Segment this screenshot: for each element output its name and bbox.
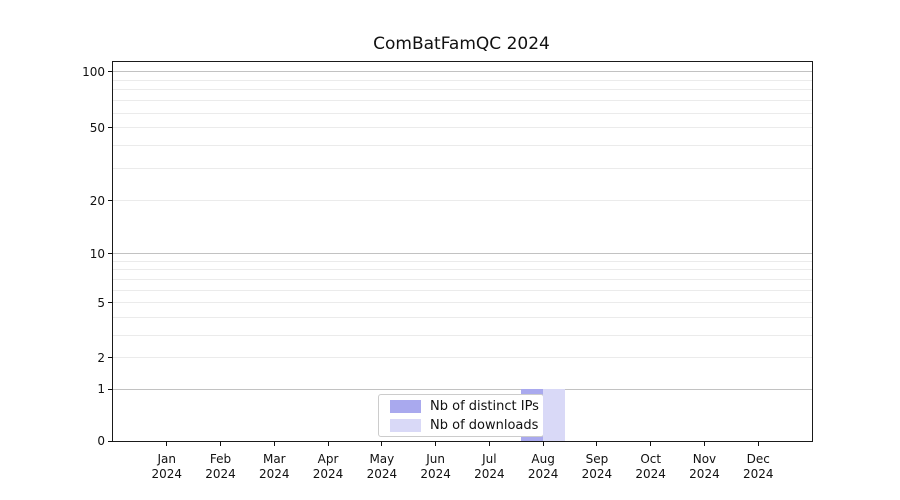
chart-title: ComBatFamQC 2024 — [373, 34, 550, 54]
x-tick-label: Aug 2024 — [527, 452, 559, 481]
x-tick-mark — [703, 441, 705, 446]
x-tick-mark — [488, 441, 490, 446]
legend-row-distinct-ips: Nb of distinct IPs — [390, 399, 539, 414]
y-gridline-minor — [113, 278, 812, 280]
legend-label-downloads: Nb of downloads — [430, 417, 539, 433]
y-gridline-minor — [113, 145, 812, 147]
y-gridline-minor — [113, 112, 812, 114]
x-tick-label: Nov 2024 — [689, 452, 720, 481]
y-tick-label: 5 — [97, 295, 105, 310]
x-tick-mark — [327, 441, 329, 446]
y-tick-mark — [108, 253, 113, 255]
x-tick-mark — [435, 441, 437, 446]
y-tick-label: 2 — [97, 350, 105, 365]
y-tick-mark — [108, 127, 113, 129]
x-tick-label: Feb 2024 — [205, 452, 236, 481]
y-gridline-major — [113, 388, 812, 390]
y-tick-mark — [108, 388, 113, 390]
y-gridline-minor — [113, 127, 812, 129]
x-tick-label: Oct 2024 — [635, 452, 666, 481]
x-tick-mark — [273, 441, 275, 446]
x-tick-label: Jun 2024 — [420, 452, 451, 481]
legend-swatch-distinct-ips — [390, 399, 421, 413]
y-gridline-minor — [113, 89, 812, 91]
y-tick-label: 10 — [89, 246, 105, 261]
plot-area: Nb of distinct IPs Nb of downloads 0 1 2 5 1… — [82, 61, 813, 481]
y-tick-mark — [108, 357, 113, 359]
y-gridline-minor — [113, 269, 812, 271]
y-gridline-minor — [113, 302, 812, 304]
y-gridline-minor — [113, 200, 812, 202]
x-tick-label: Jan 2024 — [151, 452, 183, 481]
y-gridline-minor — [113, 316, 812, 318]
y-gridline-minor — [113, 357, 812, 359]
x-tick-mark — [220, 441, 222, 446]
x-tick-label: Mar 2024 — [259, 452, 290, 481]
y-gridline-major — [113, 71, 812, 73]
y-gridline-minor — [113, 334, 812, 336]
x-tick-mark — [542, 441, 544, 446]
y-gridline-minor — [113, 168, 812, 170]
x-tick-mark — [596, 441, 598, 446]
x-tick-label: Apr 2024 — [312, 452, 344, 481]
y-tick-mark — [108, 440, 113, 442]
bar-downloads — [543, 389, 565, 441]
y-tick-label: 0 — [97, 434, 105, 448]
y-tick-mark — [108, 71, 113, 73]
y-gridline-minor — [113, 289, 812, 291]
y-gridline-major — [113, 253, 812, 255]
x-tick-mark — [166, 441, 168, 446]
x-tick-mark — [381, 441, 383, 446]
y-gridline-minor — [113, 79, 812, 81]
x-tick-label: May 2024 — [366, 452, 398, 481]
y-tick-label: 100 — [82, 64, 105, 79]
legend: Nb of distinct IPs Nb of downloads — [378, 394, 544, 437]
y-tick-label: 50 — [89, 120, 105, 135]
x-tick-label: Dec 2024 — [742, 452, 774, 481]
y-tick-mark — [108, 200, 113, 202]
y-tick-label: 1 — [97, 382, 105, 397]
y-tick-label: 20 — [89, 193, 105, 208]
legend-row-downloads: Nb of downloads — [390, 417, 539, 433]
x-tick-label: Jul 2024 — [474, 452, 505, 481]
y-tick-mark — [108, 302, 113, 304]
x-tick-mark — [757, 441, 759, 446]
x-tick-label: Sep 2024 — [581, 452, 613, 481]
y-gridline-minor — [113, 100, 812, 102]
y-gridline-minor — [113, 260, 812, 262]
legend-swatch-downloads — [390, 418, 421, 432]
x-tick-mark — [650, 441, 652, 446]
legend-label-distinct-ips: Nb of distinct IPs — [430, 398, 539, 414]
